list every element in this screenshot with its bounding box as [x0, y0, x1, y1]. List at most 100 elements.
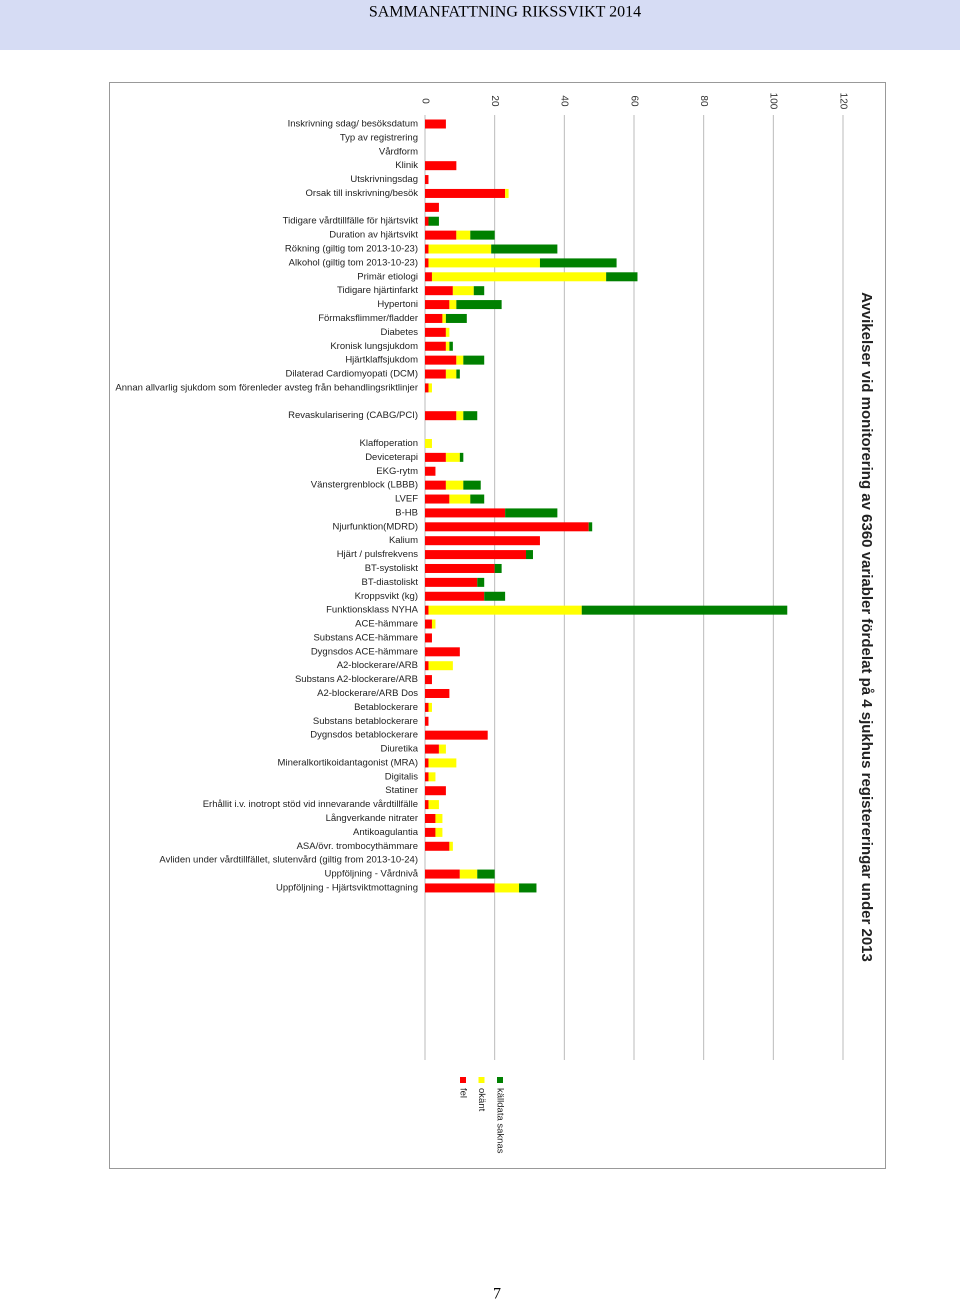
x-tick-label: 40	[559, 95, 570, 107]
category-label: Hjärtklaffsjukdom	[345, 355, 418, 366]
x-tick-label: 80	[698, 95, 709, 107]
bar-segment	[463, 355, 485, 365]
bar-segment	[606, 272, 638, 282]
category-label: Substans ACE-hämmare	[313, 632, 418, 643]
category-label: Tidigare hjärtinfarkt	[337, 285, 418, 296]
legend-label: fel	[457, 1088, 468, 1098]
category-label: Duration av hjärtsvikt	[329, 230, 418, 241]
category-label: Betablockerare	[354, 702, 418, 713]
category-label: Diuretika	[381, 744, 419, 755]
bar-segment	[449, 841, 453, 851]
bar-segment	[425, 369, 446, 379]
bar-segment	[425, 786, 446, 796]
bar-segment	[425, 619, 432, 629]
x-tick-label: 0	[419, 98, 430, 104]
bar-segment	[425, 175, 429, 185]
bar-segment	[428, 244, 492, 254]
category-label: Dygnsdos ACE-hämmare	[311, 646, 418, 657]
bar-segment	[431, 619, 436, 629]
category-label: BT-systoliskt	[365, 563, 419, 574]
bar-segment	[445, 341, 450, 351]
category-label: Uppföljning - Hjärtsviktmottagning	[276, 882, 418, 893]
bar-segment	[428, 758, 457, 768]
bar-segment	[452, 286, 474, 296]
bar-segment	[435, 827, 443, 837]
bar-segment	[425, 411, 457, 421]
bar-segment	[425, 216, 429, 226]
category-label: Orsak till inskrivning/besök	[306, 188, 419, 199]
bar-segment	[442, 313, 446, 323]
bar-segment	[456, 355, 464, 365]
bar-segment	[539, 258, 617, 268]
bar-segment	[491, 244, 558, 254]
bar-segment	[425, 563, 495, 573]
bar-segment	[425, 341, 446, 351]
bar-segment	[456, 411, 464, 421]
bar-segment	[425, 313, 443, 323]
bar-segment	[425, 438, 432, 448]
category-label: Inskrivning sdag/ besöksdatum	[288, 119, 419, 130]
bar-segment	[438, 744, 446, 754]
bar-segment	[505, 508, 558, 518]
category-label: Alkohol (giltig tom 2013-10-23)	[289, 257, 418, 268]
bar-segment	[425, 758, 429, 768]
bar-segment	[470, 230, 495, 240]
category-label: Tidigare vårdtillfälle för hjärtsvikt	[283, 216, 419, 227]
bar-segment	[519, 883, 537, 893]
category-label: Förmaksflimmer/fladder	[318, 313, 418, 324]
bar-segment	[425, 230, 457, 240]
bar-segment	[425, 550, 527, 560]
bar-segment	[425, 522, 589, 532]
category-label: Klaffoperation	[360, 438, 418, 449]
category-label: B-HB	[395, 507, 418, 518]
category-label: ACE-hämmare	[355, 619, 418, 630]
category-label: A2-blockerare/ARB Dos	[317, 688, 418, 699]
header-band	[0, 0, 960, 50]
chart-title: Avvikelser vid monitorering av 6360 vari…	[858, 292, 875, 962]
category-label: Kronisk lungsjukdom	[330, 341, 418, 352]
bar-segment	[445, 327, 450, 337]
bar-segment	[445, 369, 457, 379]
category-label: Substans A2-blockerare/ARB	[295, 674, 418, 685]
legend-swatch	[497, 1077, 503, 1083]
bar-segment	[425, 730, 488, 740]
category-label: Digitalis	[385, 771, 419, 782]
legend-label: okänt	[476, 1088, 487, 1112]
category-label: Dilaterad Cardiomyopati (DCM)	[285, 369, 418, 380]
bar-segment	[425, 536, 540, 546]
bar-segment	[425, 480, 446, 490]
bar-segment	[425, 286, 453, 296]
bar-segment	[463, 480, 481, 490]
category-label: LVEF	[395, 494, 418, 505]
bar-segment	[459, 452, 464, 462]
bar-segment	[435, 814, 443, 823]
bar-segment	[425, 841, 450, 851]
bar-segment	[456, 230, 471, 240]
bar-segment	[470, 494, 485, 504]
category-label: Erhållit i.v. inotropt stöd vid innevara…	[203, 799, 418, 810]
bar-segment	[425, 577, 478, 587]
category-label: Klinik	[395, 160, 418, 171]
bar-segment	[425, 258, 429, 268]
bar-segment	[526, 550, 533, 560]
bar-segment	[425, 188, 506, 198]
category-label: Mineralkortikoidantagonist (MRA)	[278, 757, 418, 768]
category-label: Kroppsvikt (kg)	[355, 591, 418, 602]
bar-segment	[428, 800, 439, 810]
bar-segment	[425, 244, 429, 254]
bar-segment	[428, 772, 436, 782]
category-label: Primär etiologi	[357, 271, 418, 282]
legend-label: källdata saknas	[494, 1088, 505, 1154]
category-label: Revaskularisering (CABG/PCI)	[288, 410, 418, 421]
category-label: Substans betablockerare	[313, 716, 418, 727]
bar-segment	[425, 827, 436, 837]
category-label: Vårdform	[379, 146, 418, 157]
bar-segment	[428, 702, 432, 712]
category-label: Typ av registrering	[340, 132, 418, 143]
bar-segment	[425, 202, 439, 212]
category-label: Funktionsklass NYHA	[326, 605, 419, 616]
category-label: Långverkande nitrater	[326, 813, 418, 824]
legend-swatch	[460, 1077, 466, 1083]
category-label: ASA/övr. trombocythämmare	[297, 841, 418, 852]
category-label: Uppföljning - Vårdnivå	[325, 869, 419, 880]
